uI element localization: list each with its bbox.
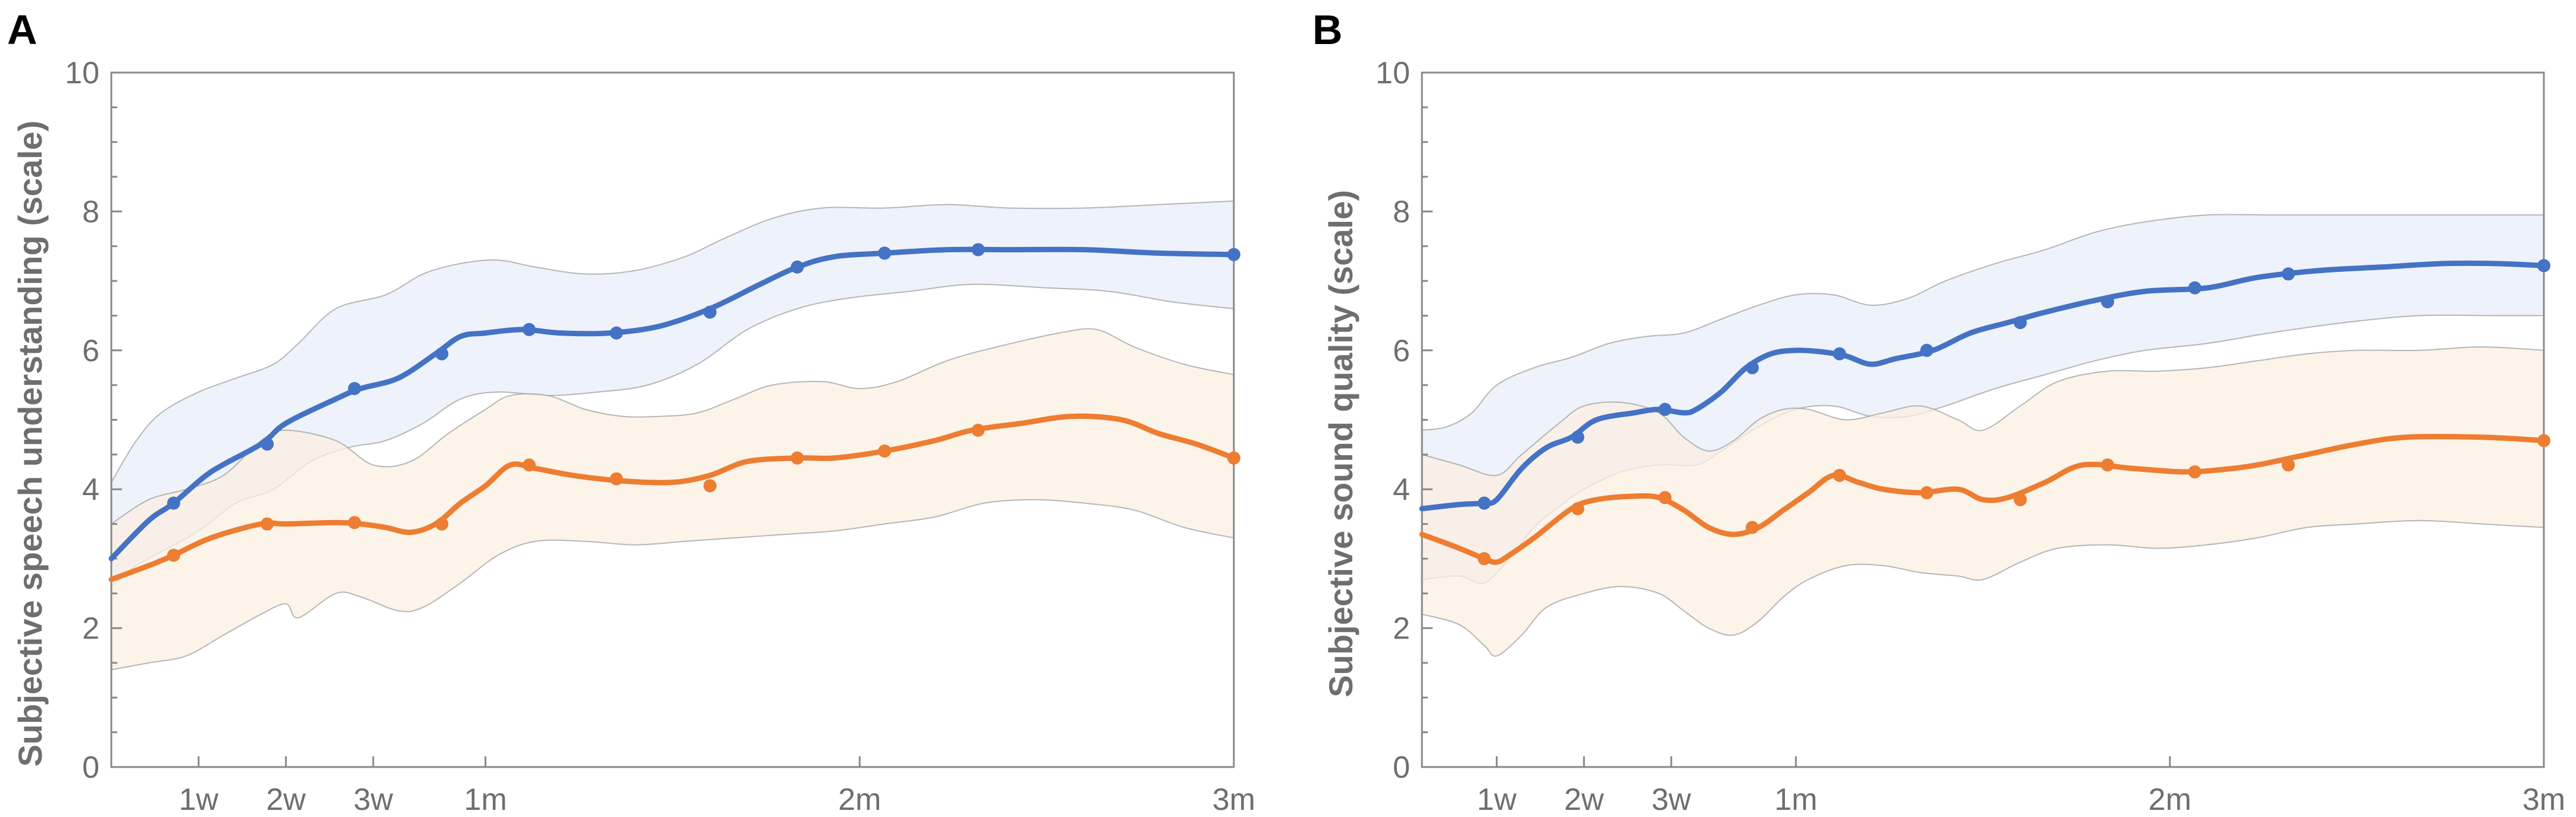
band-lower-edge xyxy=(111,499,1234,671)
x-tick-label: 1m xyxy=(1774,782,1817,817)
data-point-blue xyxy=(971,243,985,256)
panel-letter: A xyxy=(7,7,37,53)
series-line-orange xyxy=(108,413,1237,583)
band-upper-edge xyxy=(1421,214,2544,431)
x-tick-label: 3w xyxy=(1652,782,1692,817)
y-tick-label: 4 xyxy=(82,472,99,507)
x-tick-label: 2w xyxy=(1564,782,1604,817)
data-point-blue xyxy=(878,246,892,260)
y-tick-label: 8 xyxy=(1393,195,1410,229)
data-point-blue xyxy=(1571,430,1584,444)
x-tick-label: 3m xyxy=(2522,782,2565,817)
data-point-blue xyxy=(609,326,623,340)
data-point-orange xyxy=(260,517,274,531)
data-point-orange xyxy=(2014,493,2027,506)
band-upper-edge xyxy=(111,200,1234,483)
band-upper-edge xyxy=(1421,346,2544,477)
data-point-orange xyxy=(1920,486,1934,500)
data-point-blue xyxy=(790,260,804,274)
x-tick-label: 1w xyxy=(1477,782,1517,817)
x-tick-label: 3m xyxy=(1212,782,1255,817)
data-point-blue xyxy=(1833,347,1846,361)
data-point-orange xyxy=(1227,451,1240,465)
data-point-blue xyxy=(1227,248,1240,261)
data-point-orange xyxy=(1833,468,1846,482)
y-tick-label: 2 xyxy=(82,612,99,646)
data-point-blue xyxy=(348,381,361,395)
series-line-blue xyxy=(1419,260,2547,512)
x-tick-label: 1w xyxy=(179,782,218,817)
panel-b-sound-quality-chart: 0 2 4 6 8 10 1w 2w 3w 1m 2m 3m Subjective sound qual… xyxy=(1312,7,2565,817)
data-point-orange xyxy=(1477,552,1491,565)
confidence-band-blue xyxy=(111,201,1234,587)
x-tick-label: 3w xyxy=(354,782,393,817)
data-point-orange xyxy=(878,445,892,458)
data-point-orange xyxy=(1746,521,1759,534)
data-point-orange xyxy=(1658,491,1672,505)
data-point-blue xyxy=(1920,343,1934,357)
x-tick-label: 2m xyxy=(838,782,881,817)
data-point-orange xyxy=(2281,458,2295,472)
y-axis-title: Subjective speech understanding (scale) xyxy=(11,120,49,766)
y-tick-label: 6 xyxy=(82,334,99,368)
data-point-blue xyxy=(523,323,536,336)
data-point-orange xyxy=(2188,465,2202,479)
data-point-blue xyxy=(2281,267,2295,281)
x-tick-label: 1m xyxy=(464,782,507,817)
data-point-orange xyxy=(523,458,536,472)
data-point-orange xyxy=(971,424,985,437)
data-point-blue xyxy=(260,437,274,451)
data-point-blue xyxy=(2014,316,2027,330)
y-tick-label: 8 xyxy=(82,195,99,229)
y-tick-label: 0 xyxy=(1393,750,1410,785)
y-tick-label: 6 xyxy=(1393,334,1410,368)
data-point-orange xyxy=(790,451,804,465)
confidence-band-orange xyxy=(111,328,1234,670)
y-tick-label: 0 xyxy=(82,750,99,785)
x-tick-label: 2w xyxy=(266,782,306,817)
series-line-orange xyxy=(1419,434,2547,565)
data-point-blue xyxy=(703,305,717,319)
data-point-blue xyxy=(1658,402,1672,416)
panel-letter: B xyxy=(1312,7,1343,53)
data-point-orange xyxy=(609,472,623,486)
data-point-blue xyxy=(435,347,449,361)
x-tick-label: 2m xyxy=(2149,782,2192,817)
data-point-orange xyxy=(2537,434,2550,447)
data-point-orange xyxy=(167,549,180,562)
y-tick-label: 2 xyxy=(1393,612,1410,646)
data-point-blue xyxy=(2188,281,2202,295)
data-point-blue xyxy=(1746,361,1759,374)
confidence-band-blue xyxy=(1422,214,2544,584)
data-point-orange xyxy=(2100,458,2114,472)
y-tick-label: 4 xyxy=(1393,472,1410,507)
band-lower-edge xyxy=(1421,519,2544,657)
y-tick-label: 10 xyxy=(1375,56,1410,90)
data-point-blue xyxy=(2537,259,2550,273)
data-point-orange xyxy=(435,517,449,531)
y-tick-label: 10 xyxy=(65,56,99,90)
data-point-orange xyxy=(1571,502,1584,515)
data-point-blue xyxy=(1477,496,1491,510)
data-point-orange xyxy=(348,516,361,530)
y-axis-title: Subjective sound quality (scale) xyxy=(1322,190,1359,697)
data-point-blue xyxy=(167,496,180,510)
panel-a-speech-understanding-chart: 0 2 4 6 8 10 1w 2w 3w 1m 2m 3m Subjective speech und… xyxy=(7,7,1255,817)
data-point-orange xyxy=(703,479,717,493)
data-point-blue xyxy=(2100,295,2114,309)
